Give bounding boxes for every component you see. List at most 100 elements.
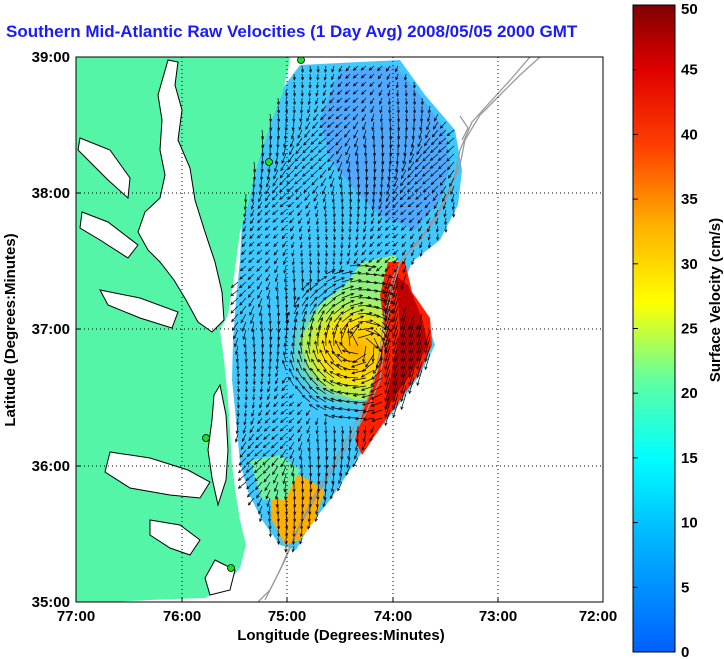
current-vector <box>340 177 343 188</box>
current-vector-head <box>370 228 374 232</box>
current-vector <box>370 385 383 393</box>
current-vector-head <box>316 69 320 73</box>
current-vector-head <box>340 447 345 452</box>
current-vector-head <box>345 151 349 156</box>
current-vector-head <box>306 429 310 434</box>
current-vector-head <box>402 269 406 274</box>
current-vector <box>356 225 359 233</box>
current-vector-head <box>274 160 278 165</box>
current-vector <box>244 337 247 348</box>
current-vector <box>251 201 255 210</box>
current-vector-head <box>392 243 397 247</box>
current-vector <box>430 145 439 153</box>
current-vector-head <box>243 220 247 225</box>
current-vector <box>425 209 431 216</box>
current-vector <box>293 289 296 300</box>
current-vector-head <box>247 502 252 506</box>
current-vector-head <box>340 221 345 226</box>
current-vector-head <box>316 229 320 233</box>
current-vector-head <box>408 334 412 339</box>
current-vector-head <box>322 378 327 382</box>
current-vector <box>332 473 335 484</box>
current-vector <box>301 473 303 485</box>
current-vector-head <box>315 511 319 515</box>
current-vector <box>420 113 423 122</box>
current-vector <box>447 161 455 170</box>
current-vector-head <box>283 270 287 274</box>
current-vector-head <box>301 325 305 330</box>
current-vector <box>244 409 247 417</box>
current-vector <box>361 441 367 451</box>
current-vector-head <box>300 518 304 523</box>
current-vector-head <box>240 446 244 450</box>
current-vector-head <box>316 368 321 372</box>
current-vector-head <box>235 430 239 435</box>
current-vector <box>414 177 423 185</box>
current-vector-head <box>345 67 349 72</box>
current-vector <box>384 321 391 338</box>
current-vector-head <box>247 267 252 272</box>
current-vector <box>377 233 383 239</box>
current-vector <box>349 295 363 299</box>
current-vector-head <box>419 118 424 123</box>
current-vector-head <box>259 184 263 188</box>
current-vector-head <box>424 342 428 347</box>
y-axis-label: Latitude (Degrees:Minutes) <box>2 233 19 426</box>
current-vector <box>257 281 263 290</box>
current-vector-head <box>370 100 374 105</box>
current-vector <box>411 257 415 265</box>
current-vector-head <box>419 236 422 241</box>
current-vector-head <box>352 385 356 390</box>
current-vector <box>416 321 423 338</box>
current-vector-head <box>267 312 272 317</box>
current-vector-head <box>286 181 290 185</box>
current-vector-head <box>404 127 409 132</box>
current-vector-head <box>332 221 337 226</box>
current-vector-head <box>329 495 334 500</box>
current-vector <box>302 145 311 154</box>
current-vector-head <box>429 157 434 161</box>
current-vector <box>250 209 255 217</box>
current-vector-head <box>277 127 281 132</box>
current-vector <box>260 169 263 180</box>
current-vector <box>258 193 263 202</box>
current-vector-head <box>314 205 318 210</box>
current-vector <box>325 433 327 443</box>
current-vector-head <box>247 294 252 298</box>
current-vector <box>323 396 335 403</box>
current-vector <box>317 303 326 315</box>
current-vector <box>325 290 336 299</box>
current-vector-head <box>305 412 310 416</box>
current-vector <box>280 441 287 449</box>
current-vector <box>274 385 279 392</box>
current-vector-head <box>249 311 253 316</box>
current-vector <box>385 209 391 216</box>
current-vector <box>373 161 376 172</box>
current-vector <box>420 121 423 131</box>
current-vector <box>341 441 343 451</box>
current-vector <box>241 321 247 332</box>
current-vector-head <box>331 350 335 355</box>
current-vector <box>399 185 407 193</box>
current-vector <box>439 169 447 178</box>
current-vector-head <box>362 417 367 422</box>
current-vector-head <box>400 366 404 371</box>
current-vector-head <box>416 358 420 363</box>
current-vector <box>272 217 279 223</box>
current-vector <box>329 169 335 179</box>
current-vector <box>257 225 263 231</box>
current-vector-head <box>331 414 335 418</box>
current-vector-head <box>340 206 345 211</box>
current-vector-head <box>425 134 429 139</box>
current-vector-head <box>279 428 284 432</box>
current-vector <box>369 433 375 442</box>
current-vector <box>310 145 319 153</box>
current-vector <box>389 145 392 156</box>
current-vector <box>345 65 351 72</box>
current-vector-head <box>251 405 255 409</box>
current-vector <box>389 121 392 131</box>
current-vector-head <box>336 99 341 103</box>
current-vector <box>301 289 309 299</box>
current-vector-head <box>294 188 299 193</box>
current-vector <box>293 489 296 500</box>
